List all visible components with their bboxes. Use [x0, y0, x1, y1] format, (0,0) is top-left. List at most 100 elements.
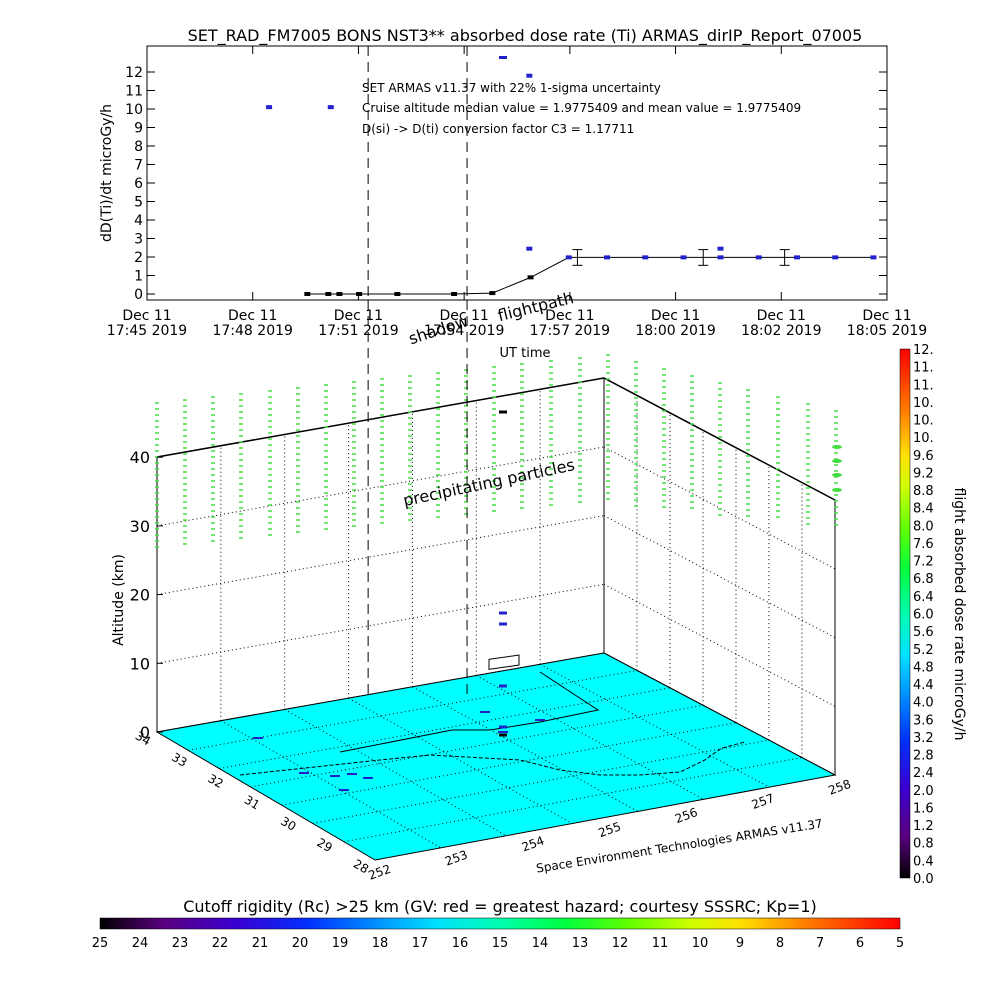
dose-rate-point — [642, 255, 649, 260]
dose-rate-point — [793, 255, 800, 260]
x-tick-date: Dec 11 — [439, 308, 488, 324]
dose-rate-point — [870, 255, 877, 260]
x-tick-date: Dec 11 — [651, 308, 700, 324]
cutoff-rigidity-colorbar-tick: 10 — [692, 936, 709, 951]
dose-rate-colorbar-tick: 2.0 — [913, 784, 934, 799]
z-tick-label: 30 — [130, 517, 150, 536]
flight-marker — [499, 622, 507, 626]
latitude-tick-label: 28 — [351, 857, 371, 877]
longitude-tick-label: 257 — [750, 791, 776, 812]
dose-rate-colorbar-tick: 10. — [913, 431, 934, 446]
dose-rate-colorbar-tick: 9.2 — [913, 466, 934, 481]
shadow-boundary-lines-3d — [367, 300, 468, 700]
ground-gridline — [284, 708, 507, 837]
dose-rate-colorbar-tick: 10. — [913, 414, 934, 429]
flight-marker — [499, 684, 507, 688]
latitude-tick-label: 29 — [315, 835, 335, 855]
y-tick-label: 6 — [134, 176, 143, 192]
particle-mark-strong — [832, 445, 842, 449]
y-tick-label: 8 — [134, 139, 143, 155]
dose-rate-colorbar-tick: 11. — [913, 361, 934, 376]
ground-box — [488, 654, 520, 670]
y-tick-label: 4 — [134, 213, 143, 229]
dose-rate-colorbar-tick: 7.2 — [913, 555, 934, 570]
y-tick-label: 12 — [125, 65, 143, 81]
dose-rate-colorbar-tick: 8.4 — [913, 502, 934, 517]
dose-rate-colorbar-tick: 9.6 — [913, 449, 934, 464]
cutoff-rigidity-colorbar-tick: 21 — [252, 936, 269, 951]
dose-rate-colorbar-tick: 0.8 — [913, 837, 934, 852]
dose-rate-series — [266, 73, 877, 296]
dose-rate-colorbar-tick: 0.0 — [913, 872, 934, 887]
dose-rate-outlier-point — [526, 246, 533, 251]
y-tick-label: 3 — [134, 232, 143, 248]
ground-marker — [299, 772, 309, 774]
cutoff-rigidity-colorbar-tick: 14 — [532, 936, 549, 951]
cutoff-rigidity-colorbar-tick: 8 — [776, 936, 784, 951]
z-tick-label: 0 — [140, 723, 150, 742]
cutoff-rigidity-colorbar-tick: 15 — [492, 936, 509, 951]
x-tick-time: 17:54 2019 — [424, 323, 504, 339]
cutoff-rigidity-colorbar-tick: 18 — [372, 936, 389, 951]
flight-marker — [499, 410, 507, 414]
x-tick-date: Dec 11 — [757, 308, 806, 324]
latitude-tick-label: 34 — [133, 729, 153, 749]
label-shadow: shadow — [406, 311, 470, 348]
x-tick-time: 17:48 2019 — [212, 323, 292, 339]
cutoff-rigidity-title: Cutoff rigidity (Rc) >25 km (GV: red = g… — [183, 897, 817, 916]
ground-gridline — [412, 686, 639, 812]
cutoff-rigidity-colorbar-tick: 17 — [412, 936, 429, 951]
z-axis-label: Altitude (km) — [111, 554, 127, 646]
flight-marker — [499, 733, 507, 737]
ground-gridline — [539, 663, 770, 788]
plot-frame — [146, 45, 888, 301]
z-tick-label: 10 — [130, 654, 150, 673]
ground-marker — [480, 711, 490, 713]
dose-rate-colorbar-label: flight absorbed dose rate microGy/h — [951, 488, 967, 741]
cutoff-rigidity-colorbar-tick: 22 — [212, 936, 229, 951]
x-tick-date: Dec 11 — [545, 308, 594, 324]
dose-rate-colorbar-tick: 11. — [913, 378, 934, 393]
cutoff-rigidity-colorbar — [99, 917, 901, 930]
latitude-tick-label: 30 — [278, 814, 298, 834]
dose-rate-colorbar-tick: 12. — [913, 343, 934, 358]
dose-rate-colorbar-tick: 6.0 — [913, 608, 934, 623]
longitude-tick-label: 254 — [520, 833, 546, 854]
ground-marker — [253, 737, 263, 739]
x-tick-date: Dec 11 — [862, 308, 911, 324]
dose-rate-colorbar-tick: 8.8 — [913, 484, 934, 499]
cutoff-rigidity-colorbar-tick: 19 — [332, 936, 349, 951]
dose-rate-colorbar-tick: 6.4 — [913, 590, 934, 605]
shadow-boundary-lines — [367, 46, 468, 300]
dose-rate-colorbar-tick: 6.8 — [913, 572, 934, 587]
dose-rate-point — [336, 292, 343, 296]
x-tick-time: 17:51 2019 — [318, 323, 398, 339]
ground-track-outline — [339, 671, 600, 753]
y-tick-label: 10 — [125, 102, 143, 118]
dose-rate-point — [604, 255, 611, 260]
dose-rate-colorbar-tick: 8.0 — [913, 519, 934, 534]
ground-gridline — [250, 704, 704, 788]
ground-marker — [330, 775, 340, 777]
cutoff-rigidity-colorbar-tick: 6 — [856, 936, 864, 951]
dose-rate-point — [565, 255, 572, 260]
ground-gridline — [348, 697, 573, 825]
dose-rate-colorbar-tick: 1.6 — [913, 801, 934, 816]
latitude-tick-label: 32 — [206, 771, 226, 791]
dose-rate-point — [356, 292, 363, 296]
y-tick-label: 9 — [134, 121, 143, 137]
ground-track-path — [239, 741, 746, 776]
longitude-tick-label: 255 — [596, 819, 622, 840]
cutoff-rigidity-colorbar-tick: 24 — [132, 936, 149, 951]
dose-rate-colorbar-tick: 4.0 — [913, 696, 934, 711]
cutoff-rigidity-colorbar-tick: 13 — [572, 936, 589, 951]
y-tick-label: 5 — [134, 195, 143, 211]
x-tick-time: 18:00 2019 — [635, 323, 715, 339]
ground-gridline — [219, 687, 671, 770]
flight-markers — [499, 56, 507, 737]
dose-rate-outlier-point — [717, 246, 724, 251]
